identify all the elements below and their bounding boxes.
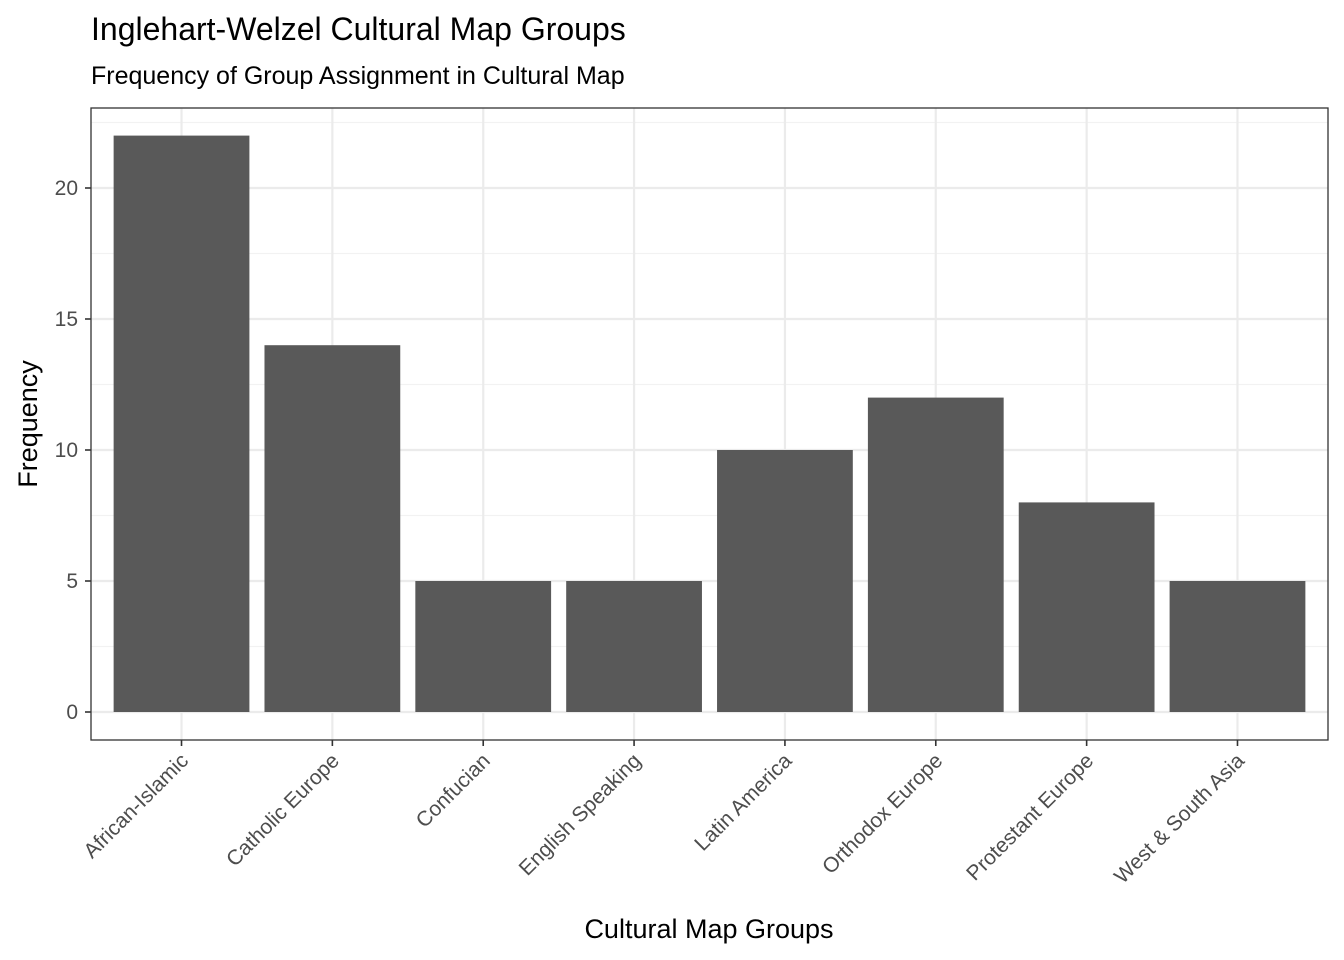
y-tick-label: 10 (55, 439, 78, 462)
bar (264, 345, 401, 712)
bar (415, 581, 552, 712)
bar (1018, 502, 1155, 712)
y-tick-label: 5 (66, 570, 78, 593)
bar (566, 581, 702, 712)
y-tick-label: 20 (55, 177, 78, 200)
panel-border (90, 107, 1329, 741)
y-axis: 0 5 10 15 20 (55, 177, 91, 724)
bar (1169, 581, 1306, 712)
bar (717, 450, 853, 712)
chart-title: Inglehart-Welzel Cultural Map Groups (91, 11, 626, 47)
bar (867, 397, 1004, 712)
y-tick-label: 15 (55, 308, 78, 331)
y-axis-title: Frequency (13, 360, 43, 488)
bar (113, 135, 250, 713)
chart-subtitle: Frequency of Group Assignment in Cultura… (91, 62, 625, 90)
x-axis-title: Cultural Map Groups (584, 914, 833, 944)
y-tick-label: 0 (66, 701, 78, 724)
bars-group (113, 135, 1306, 713)
